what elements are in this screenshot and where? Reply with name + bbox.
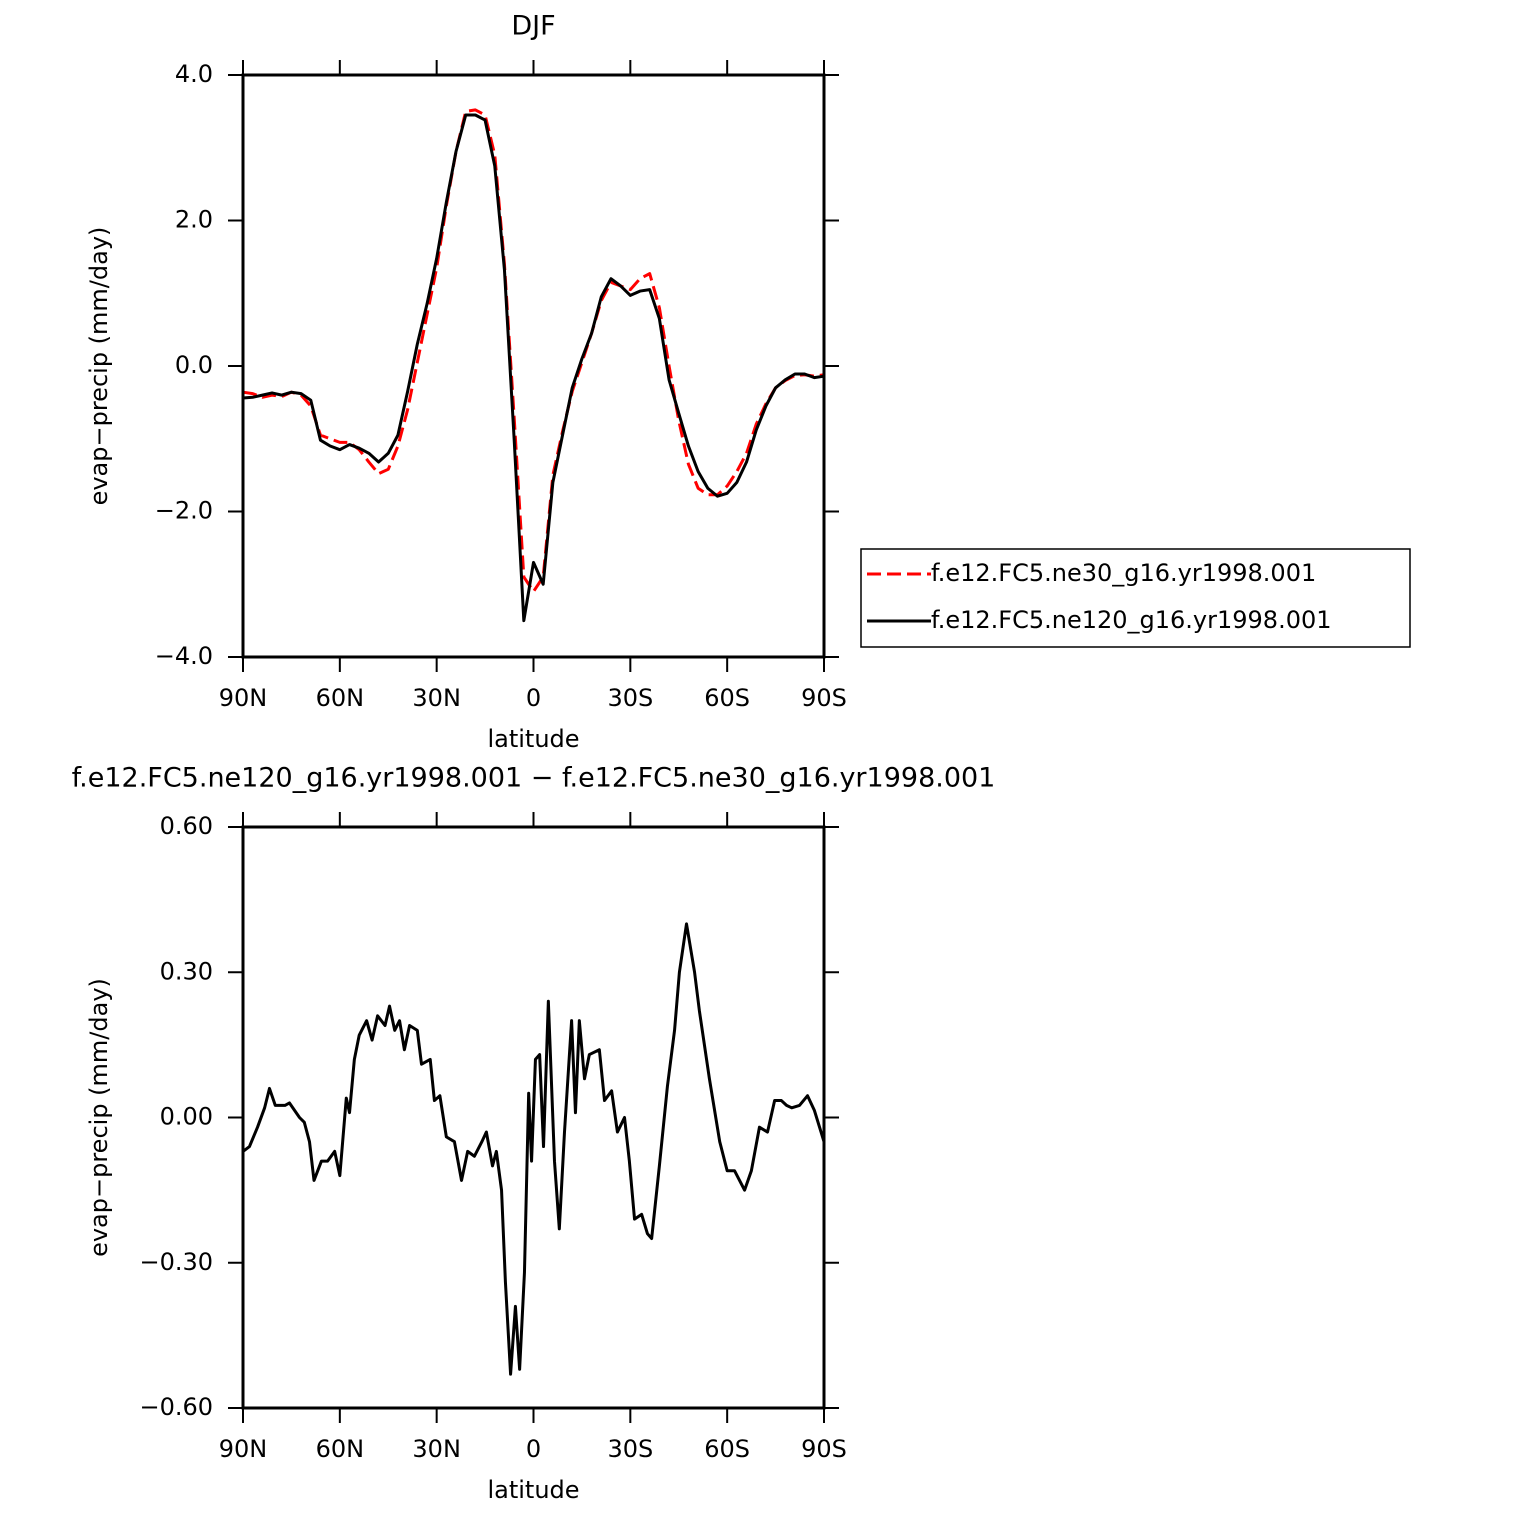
y-tick-label: 0.30 bbox=[160, 957, 213, 985]
x-tick-label: 60N bbox=[316, 1435, 365, 1463]
chart-title: f.e12.FC5.ne120_g16.yr1998.001 − f.e12.F… bbox=[72, 763, 996, 794]
x-tick-label: 30N bbox=[412, 1435, 461, 1463]
y-tick-label: 0.00 bbox=[160, 1103, 213, 1131]
y-axis-label: evap−precip (mm/day) bbox=[85, 978, 113, 1257]
y-tick-label: −0.30 bbox=[139, 1248, 213, 1276]
y-tick-label: 0.60 bbox=[160, 812, 213, 840]
x-tick-label: 60S bbox=[704, 684, 750, 712]
y-tick-label: −4.0 bbox=[155, 642, 213, 670]
data-line bbox=[242, 922, 826, 1376]
y-tick-label: 4.0 bbox=[175, 60, 213, 88]
x-axis-label: latitude bbox=[487, 1476, 579, 1504]
legend-box bbox=[860, 548, 1411, 648]
x-tick-label: 30N bbox=[412, 684, 461, 712]
x-tick-label: 90N bbox=[219, 1435, 268, 1463]
y-axis-label: evap−precip (mm/day) bbox=[85, 227, 113, 506]
x-tick-label: 60S bbox=[704, 1435, 750, 1463]
data-line bbox=[242, 113, 825, 623]
x-tick-label: 30S bbox=[607, 684, 653, 712]
plot-frame bbox=[241, 825, 826, 1410]
y-tick-label: 0.0 bbox=[175, 351, 213, 379]
chart-panel: f.e12.FC5.ne120_g16.yr1998.001 − f.e12.F… bbox=[72, 763, 996, 1505]
x-tick-label: 0 bbox=[526, 1435, 541, 1463]
x-axis-label: latitude bbox=[487, 725, 579, 753]
x-tick-label: 90N bbox=[219, 684, 268, 712]
x-tick-label: 30S bbox=[607, 1435, 653, 1463]
legend-label: f.e12.FC5.ne30_g16.yr1998.001 bbox=[931, 559, 1316, 587]
y-tick-label: −2.0 bbox=[155, 497, 213, 525]
chart-panel: DJF evap−precip (mm/day) latitude 4.0 2.0 0.0… bbox=[85, 11, 1411, 753]
y-tick-label: 2.0 bbox=[175, 206, 213, 234]
chart-title: DJF bbox=[511, 11, 555, 42]
x-tick-label: 90S bbox=[801, 1435, 847, 1463]
y-tick-label: −0.60 bbox=[139, 1393, 213, 1421]
x-tick-label: 90S bbox=[801, 684, 847, 712]
plot-frame bbox=[241, 73, 826, 659]
legend-label: f.e12.FC5.ne120_g16.yr1998.001 bbox=[931, 606, 1332, 634]
x-tick-label: 0 bbox=[526, 684, 541, 712]
x-tick-label: 60N bbox=[316, 684, 365, 712]
data-line bbox=[242, 108, 825, 594]
